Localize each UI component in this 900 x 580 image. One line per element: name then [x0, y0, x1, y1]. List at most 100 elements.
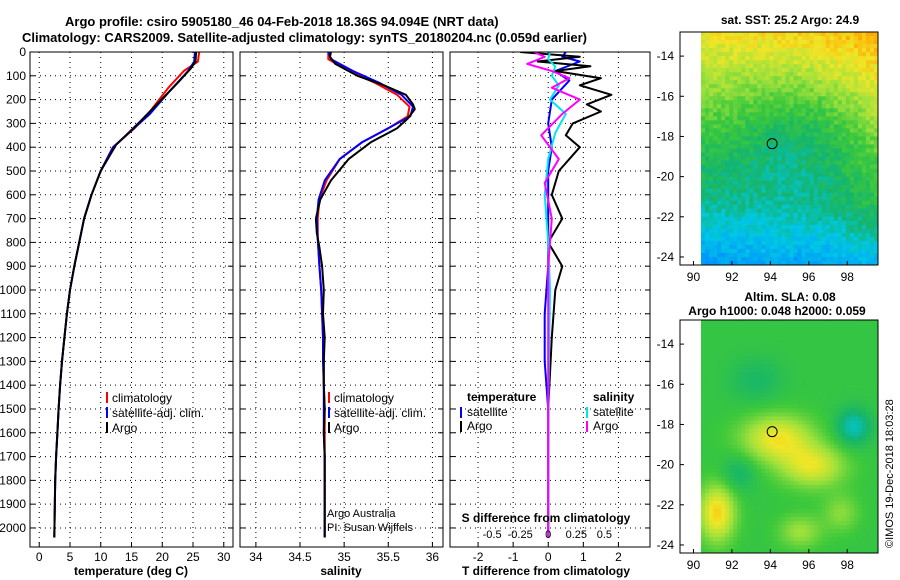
- heatmap-cell: [749, 192, 754, 198]
- heatmap-cell: [805, 488, 811, 494]
- heatmap-cell: [757, 220, 762, 226]
- heatmap-cell: [749, 404, 754, 409]
- heatmap-cell: [769, 444, 775, 450]
- heatmap-cell: [705, 492, 710, 498]
- heatmap-cell: [717, 224, 722, 230]
- heatmap-cell: [785, 452, 791, 458]
- heatmap-cell: [769, 192, 775, 198]
- heatmap-cell: [869, 76, 875, 81]
- heatmap-cell: [825, 240, 831, 246]
- heatmap-cell: [777, 76, 783, 81]
- heatmap-cell: [841, 236, 847, 242]
- heatmap-cell: [757, 244, 762, 250]
- heatmap-cell: [741, 484, 746, 490]
- heatmap-cell: [821, 368, 827, 373]
- heatmap-cell: [777, 452, 783, 458]
- heatmap-cell: [809, 492, 815, 498]
- heatmap-cell: [837, 256, 843, 262]
- heatmap-cell: [833, 144, 839, 150]
- heatmap-cell: [793, 484, 799, 490]
- heatmap-cell: [789, 180, 795, 186]
- heatmap-cell: [873, 184, 878, 190]
- heatmap-cell: [737, 420, 742, 426]
- heatmap-cell: [849, 484, 855, 490]
- heatmap-cell: [769, 372, 775, 377]
- heatmap-cell: [801, 260, 807, 265]
- heatmap-cell: [817, 180, 823, 186]
- heatmap-cell: [725, 404, 730, 409]
- heatmap-cell: [873, 104, 878, 109]
- heatmap-cell: [817, 68, 823, 73]
- heatmap-cell: [777, 436, 783, 442]
- heatmap-cell: [813, 484, 819, 490]
- heatmap-cell: [769, 104, 775, 109]
- heatmap-cell: [717, 384, 722, 389]
- heatmap-cell: [845, 404, 851, 409]
- heatmap-cell: [741, 60, 746, 65]
- heatmap-cell: [813, 72, 819, 77]
- heatmap-cell: [869, 480, 875, 486]
- heatmap-cell: [853, 188, 859, 194]
- heatmap-cell: [729, 48, 734, 53]
- heatmap-cell: [829, 40, 835, 45]
- heatmap-cell: [861, 432, 867, 438]
- heatmap-cell: [869, 436, 875, 442]
- heatmap-cell: [757, 236, 762, 242]
- heatmap-cell: [713, 504, 718, 510]
- heatmap-cell: [801, 132, 807, 138]
- heatmap-cell: [749, 392, 754, 397]
- heatmap-cell: [741, 232, 746, 238]
- heatmap-cell: [713, 464, 718, 470]
- heatmap-cell: [753, 340, 758, 345]
- heatmap-cell: [777, 376, 783, 381]
- heatmap-cell: [869, 132, 875, 138]
- heatmap-cell: [725, 124, 730, 130]
- heatmap-cell: [717, 60, 722, 65]
- heatmap-cell: [789, 44, 795, 49]
- heatmap-cell: [781, 368, 787, 373]
- heatmap-cell: [717, 56, 722, 61]
- heatmap-cell: [721, 56, 726, 61]
- heatmap-cell: [753, 56, 758, 61]
- heatmap-cell: [709, 380, 714, 385]
- heatmap-cell: [753, 36, 758, 41]
- heatmap-cell: [765, 220, 770, 226]
- heatmap-cell: [789, 344, 795, 349]
- heatmap-cell: [821, 108, 827, 113]
- heatmap-cell: [821, 376, 827, 381]
- heatmap-cell: [725, 176, 730, 182]
- heatmap-cell: [853, 396, 859, 401]
- heatmap-cell: [745, 224, 750, 230]
- heatmap-cell: [829, 372, 835, 377]
- heatmap-cell: [821, 184, 827, 190]
- heatmap-cell: [869, 200, 875, 206]
- heatmap-cell: [785, 148, 791, 154]
- heatmap-cell: [761, 88, 766, 93]
- heatmap-cell: [729, 352, 734, 357]
- heatmap-cell: [701, 88, 706, 93]
- heatmap-cell: [809, 376, 815, 381]
- heatmap-cell: [753, 348, 758, 353]
- heatmap-cell: [761, 328, 766, 333]
- heatmap-cell: [777, 44, 783, 49]
- heatmap-cell: [725, 244, 730, 250]
- heatmap-cell: [725, 388, 730, 393]
- heatmap-cell: [861, 144, 867, 150]
- heatmap-cell: [861, 328, 867, 333]
- heatmap-cell: [729, 104, 734, 109]
- heatmap-cell: [705, 112, 710, 117]
- heatmap-cell: [797, 192, 803, 198]
- heatmap-cell: [853, 44, 859, 49]
- heatmap-cell: [809, 196, 815, 202]
- heatmap-cell: [769, 492, 775, 498]
- heatmap-cell: [741, 444, 746, 450]
- heatmap-cell: [737, 144, 742, 150]
- heatmap-cell: [873, 208, 878, 214]
- heatmap-cell: [809, 156, 815, 162]
- heatmap-cell: [749, 236, 754, 242]
- heatmap-cell: [713, 500, 718, 506]
- heatmap-cell: [793, 336, 799, 341]
- heatmap-cell: [753, 456, 758, 462]
- heatmap-cell: [769, 64, 775, 69]
- heatmap-cell: [829, 120, 835, 125]
